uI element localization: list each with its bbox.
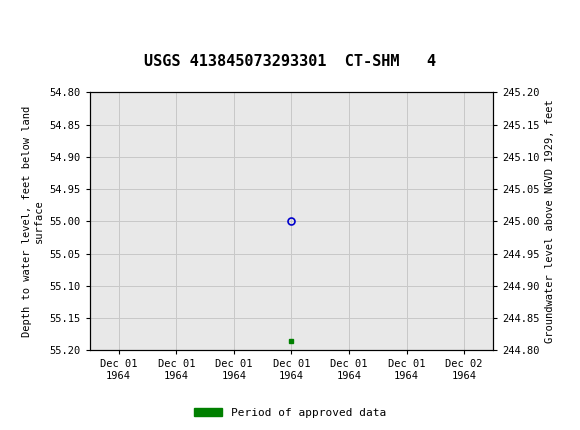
Y-axis label: Groundwater level above NGVD 1929, feet: Groundwater level above NGVD 1929, feet (545, 100, 555, 343)
Text: USGS: USGS (41, 9, 100, 28)
Text: ≋: ≋ (3, 4, 28, 33)
Y-axis label: Depth to water level, feet below land
surface: Depth to water level, feet below land su… (23, 106, 44, 337)
Legend: Period of approved data: Period of approved data (190, 403, 390, 422)
Text: USGS 413845073293301  CT-SHM   4: USGS 413845073293301 CT-SHM 4 (144, 54, 436, 69)
